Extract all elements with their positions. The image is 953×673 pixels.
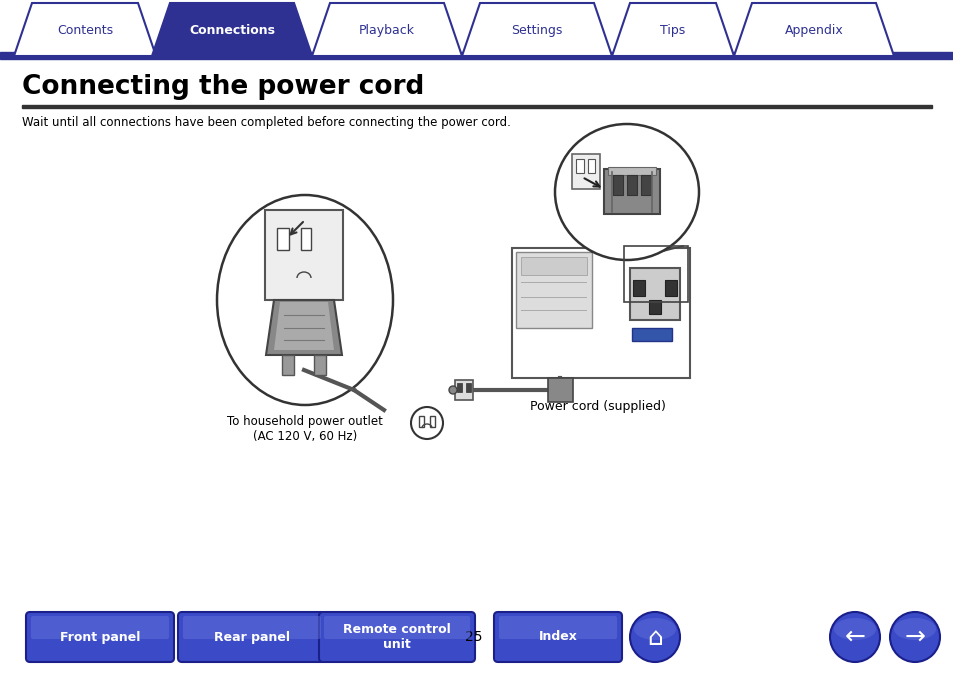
Text: Connections: Connections xyxy=(189,24,274,37)
Bar xyxy=(648,300,660,314)
Bar xyxy=(456,383,461,392)
Bar xyxy=(520,257,586,275)
Polygon shape xyxy=(612,3,733,56)
Polygon shape xyxy=(274,302,334,350)
Bar xyxy=(516,252,592,328)
Text: Wait until all connections have been completed before connecting the power cord.: Wait until all connections have been com… xyxy=(22,116,511,129)
FancyBboxPatch shape xyxy=(324,616,470,639)
Text: ⌂: ⌂ xyxy=(646,626,662,650)
Text: Power cord (supplied): Power cord (supplied) xyxy=(530,400,665,413)
Text: →: → xyxy=(903,625,924,649)
Text: Connecting the power cord: Connecting the power cord xyxy=(22,74,424,100)
Bar xyxy=(282,355,294,375)
Polygon shape xyxy=(266,300,341,355)
Text: 25: 25 xyxy=(465,630,482,644)
Text: ←: ← xyxy=(843,625,864,649)
Bar xyxy=(613,175,622,195)
FancyBboxPatch shape xyxy=(498,616,617,639)
Bar xyxy=(626,175,637,195)
Bar xyxy=(547,378,573,402)
FancyBboxPatch shape xyxy=(30,616,169,639)
Polygon shape xyxy=(14,3,156,56)
Text: Remote control
unit: Remote control unit xyxy=(343,623,451,651)
Polygon shape xyxy=(152,3,312,56)
Text: Front panel: Front panel xyxy=(60,631,140,643)
Ellipse shape xyxy=(889,612,939,662)
Text: Index: Index xyxy=(538,631,577,643)
Bar xyxy=(631,328,671,341)
Text: Settings: Settings xyxy=(511,24,562,37)
Circle shape xyxy=(411,407,442,439)
Bar xyxy=(512,248,689,378)
FancyBboxPatch shape xyxy=(178,612,326,662)
Bar xyxy=(418,416,423,427)
Bar xyxy=(465,383,471,392)
Bar xyxy=(276,228,289,250)
Polygon shape xyxy=(461,3,612,56)
Ellipse shape xyxy=(829,612,879,662)
Bar xyxy=(301,228,311,250)
Polygon shape xyxy=(312,3,461,56)
Text: Playback: Playback xyxy=(358,24,415,37)
Bar xyxy=(0,52,953,59)
FancyBboxPatch shape xyxy=(183,616,320,639)
Bar xyxy=(587,159,595,173)
Ellipse shape xyxy=(634,618,676,640)
Ellipse shape xyxy=(893,618,935,640)
Bar xyxy=(629,268,679,320)
FancyBboxPatch shape xyxy=(318,612,475,662)
Bar xyxy=(430,416,435,427)
Text: Rear panel: Rear panel xyxy=(213,631,290,643)
Text: Tips: Tips xyxy=(659,24,685,37)
Polygon shape xyxy=(733,3,893,56)
FancyBboxPatch shape xyxy=(26,612,173,662)
Ellipse shape xyxy=(833,618,875,640)
Bar xyxy=(265,210,343,300)
Bar xyxy=(22,105,931,108)
FancyBboxPatch shape xyxy=(494,612,621,662)
Bar xyxy=(664,280,677,296)
Bar xyxy=(455,380,473,400)
Ellipse shape xyxy=(555,124,699,260)
Bar xyxy=(572,154,599,189)
Text: To household power outlet
(AC 120 V, 60 Hz): To household power outlet (AC 120 V, 60 … xyxy=(227,415,382,443)
Bar xyxy=(623,246,687,302)
Bar xyxy=(576,159,583,173)
Bar xyxy=(633,280,644,296)
Bar xyxy=(607,167,656,175)
Ellipse shape xyxy=(629,612,679,662)
Circle shape xyxy=(449,386,456,394)
Text: Appendix: Appendix xyxy=(783,24,842,37)
Bar xyxy=(640,175,650,195)
Bar xyxy=(603,169,659,214)
Bar xyxy=(314,355,326,375)
Text: Contents: Contents xyxy=(57,24,113,37)
